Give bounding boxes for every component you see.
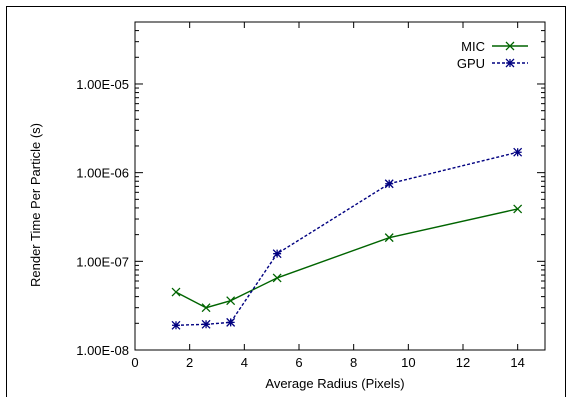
x-tick-label: 2: [186, 355, 193, 370]
data-point-gpu: [272, 249, 282, 259]
x-tick-label: 0: [131, 355, 138, 370]
data-point-mic: [201, 303, 211, 313]
x-tick-label: 14: [510, 355, 524, 370]
legend-label-gpu: GPU: [457, 56, 485, 71]
y-tick-label: 1.00E-07: [76, 254, 129, 269]
x-tick-label: 8: [350, 355, 357, 370]
y-tick-label: 1.00E-06: [76, 166, 129, 181]
series-mic: [171, 204, 523, 313]
legend-marker-gpu: [505, 58, 515, 68]
x-axis-ticks: 0 2 4 6 8 10 12 14: [131, 22, 525, 370]
y-axis-ticks: 1.00E-08 1.00E-07 1.00E-06 1.00E-05: [76, 30, 545, 358]
legend: MIC GPU: [457, 39, 528, 71]
x-tick-label: 6: [295, 355, 302, 370]
data-point-mic: [226, 296, 236, 306]
y-axis-label: Render Time Per Particle (s): [28, 123, 43, 287]
x-axis-label: Average Radius (Pixels): [265, 376, 404, 391]
data-point-gpu: [513, 147, 523, 157]
data-point-mic: [171, 287, 181, 297]
x-tick-label: 4: [241, 355, 248, 370]
data-point-mic: [513, 204, 523, 214]
series-layer: [171, 147, 523, 330]
legend-marker-mic: [505, 41, 515, 51]
series-gpu: [171, 147, 523, 330]
data-point-gpu: [201, 319, 211, 329]
series-line-gpu: [175, 151, 518, 326]
plot-area: [134, 21, 546, 351]
data-point-gpu: [171, 320, 181, 330]
data-point-mic: [272, 273, 282, 283]
data-point-gpu: [226, 317, 236, 327]
series-line-mic: [175, 208, 518, 309]
legend-label-mic: MIC: [461, 39, 485, 54]
y-tick-label: 1.00E-08: [76, 343, 129, 358]
x-tick-label: 10: [401, 355, 415, 370]
y-tick-label: 1.00E-05: [76, 77, 129, 92]
x-tick-label: 12: [456, 355, 470, 370]
figure-frame: [6, 6, 566, 397]
data-point-gpu: [384, 179, 394, 189]
data-point-mic: [384, 233, 394, 243]
